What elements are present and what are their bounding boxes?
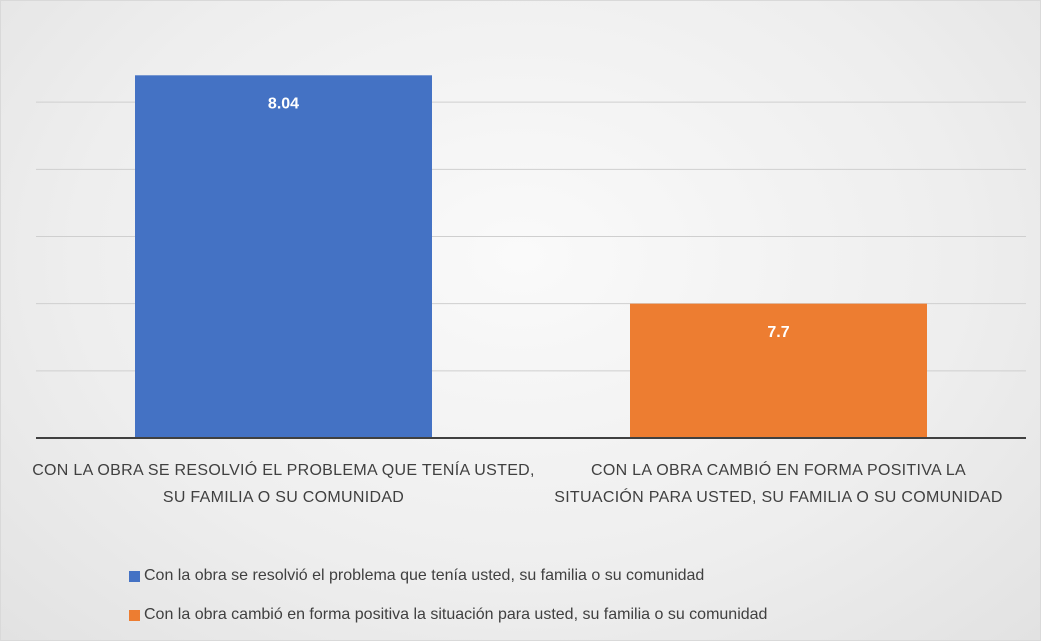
bar xyxy=(630,303,927,438)
x-tick-label: CON LA OBRA SE RESOLVIÓ EL PROBLEMA QUE … xyxy=(32,462,535,506)
legend-label: Con la obra se resolvió el problema que … xyxy=(144,567,705,584)
legend-swatch xyxy=(129,609,140,621)
data-label: 8.04 xyxy=(268,96,299,113)
data-label: 7.7 xyxy=(767,324,789,341)
x-tick-label: CON LA OBRA CAMBIÓ EN FORMA POSITIVA LA … xyxy=(554,462,1003,506)
legend-swatch xyxy=(129,570,140,582)
bar xyxy=(135,75,432,439)
legend-entry: Con la obra se resolvió el problema que … xyxy=(129,567,704,585)
legend-entry: Con la obra cambió en forma positiva la … xyxy=(129,606,767,624)
legend-label: Con la obra cambió en forma positiva la … xyxy=(144,606,768,623)
